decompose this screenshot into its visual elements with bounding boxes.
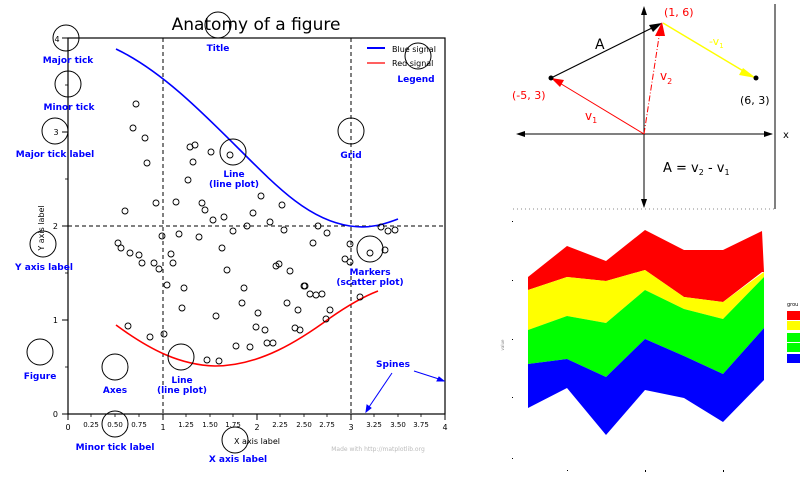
vector-A-label: A [595,37,605,53]
x-axis-label: x [783,130,789,141]
annotation-major-tick-label: Major tick label [16,150,95,160]
red-signal-line [115,290,379,367]
x-minor-tick-label: 3.50 [390,421,406,429]
legend-label-red: Red signal [392,59,433,68]
y-tick-label: 1 [53,316,58,325]
annotation-y-axis-label: Y axis label [14,263,73,273]
legend: grou [787,302,800,363]
x-minor-tick-label: 2.50 [296,421,312,429]
point-c [753,75,759,81]
annotation-axes: Axes [103,386,127,396]
annotation-x-axis-label: X axis label [209,455,267,465]
y-axis-label: Y axis label [37,205,46,251]
point-b-label: (-5, 3) [512,89,546,102]
anatomy-chart: Anatomy of a figure 2 1 0 3 4 0 1 2 3 4 [14,11,448,465]
annotation-line-blue-sub: (line plot) [209,180,259,190]
stacked-area-chart: value grou [500,215,800,480]
annotation-legend: Legend [397,75,434,85]
area-green [528,277,764,377]
legend: Blue signal Red signal [367,45,436,68]
annotation-title: Title [207,44,230,54]
point-a-label: (1, 6) [664,6,694,19]
annotation-markers: Markers [349,268,390,278]
y-tick-label: 3 [53,128,58,137]
scatter-markers [114,100,399,365]
annotation-spines: Spines [376,360,410,370]
y-tick-label: 2 [53,222,58,231]
x-minor-tick-label: 3.75 [413,421,429,429]
vector-chart: x A v1 v2 -v1 (1, 6) (-5, 3) (6, 3) A = … [512,4,789,210]
area-red [528,230,764,302]
spines-arrows [365,370,446,414]
y-tick-label: 4 [54,35,59,44]
legend-swatch-green [787,333,800,342]
vector-v2-label: v2 [660,69,672,86]
y-axis-label: value [500,339,505,350]
x-tick-label: 4 [442,423,447,432]
blue-signal-line [115,48,399,228]
vector-diagram: x A v1 v2 -v1 (1, 6) (-5, 3) (6, 3) A = … [510,0,800,215]
point-b [548,75,554,81]
legend-title: grou [787,302,798,308]
x-tick-label: 2 [254,423,259,432]
vector-v2 [643,23,662,135]
x-minor-tick-label: 1.75 [225,421,241,429]
watermark: Made with http://matplotlib.org [331,446,425,453]
annotation-major-tick: Major tick [43,56,95,66]
vector-A [550,23,661,79]
annotation-figure: Figure [24,372,57,382]
legend-label-blue: Blue signal [392,45,436,54]
annotation-circles [26,11,432,454]
x-axis-label: X axis label [234,437,280,446]
legend-swatch-yellow [787,321,800,330]
annotation-line-red: Line [171,376,192,386]
vector-v1 [552,78,645,135]
x-minor-tick-label: 0.50 [107,421,123,429]
area-yellow [528,270,764,330]
x-minor-tick-label: 1.50 [202,421,218,429]
x-tick-label: 1 [160,423,165,432]
anatomy-figure: Anatomy of a figure 2 1 0 3 4 0 1 2 3 4 [14,11,448,465]
x-minor-tick-label: 2.75 [319,421,335,429]
annotation-markers-sub: (scatter plot) [336,278,403,288]
x-minor-tick-label: 1.25 [178,421,194,429]
x-tick-label: 0 [65,423,70,432]
x-minor-tick-label: 3.25 [366,421,382,429]
equation: A = v2 - v1 [663,161,730,177]
legend-swatch-green-2 [787,343,800,352]
x-minor-tick-label: 0.75 [131,421,147,429]
y-tick-label: 0 [53,410,58,419]
point-c-label: (6, 3) [740,94,770,107]
chart-title: Anatomy of a figure [172,15,341,35]
vector-neg-v1-label: -v1 [709,35,724,50]
legend-swatch-blue [787,354,800,363]
stacked-area-svg: value grou [500,221,800,472]
annotation-line-blue: Line [223,170,244,180]
annotation-grid: Grid [340,151,361,161]
area-blue [528,328,764,435]
vector-v1-label: v1 [585,109,597,125]
annotation-line-red-sub: (line plot) [157,386,207,396]
annotation-minor-tick-label: Minor tick label [76,443,155,453]
legend-swatch-red [787,311,800,320]
x-minor-tick-label: 0.25 [83,421,99,429]
x-tick-label: 3 [348,423,353,432]
annotation-minor-tick: Minor tick [44,103,96,113]
x-minor-tick-label: 2.25 [272,421,288,429]
vector-neg-v1 [662,22,756,79]
